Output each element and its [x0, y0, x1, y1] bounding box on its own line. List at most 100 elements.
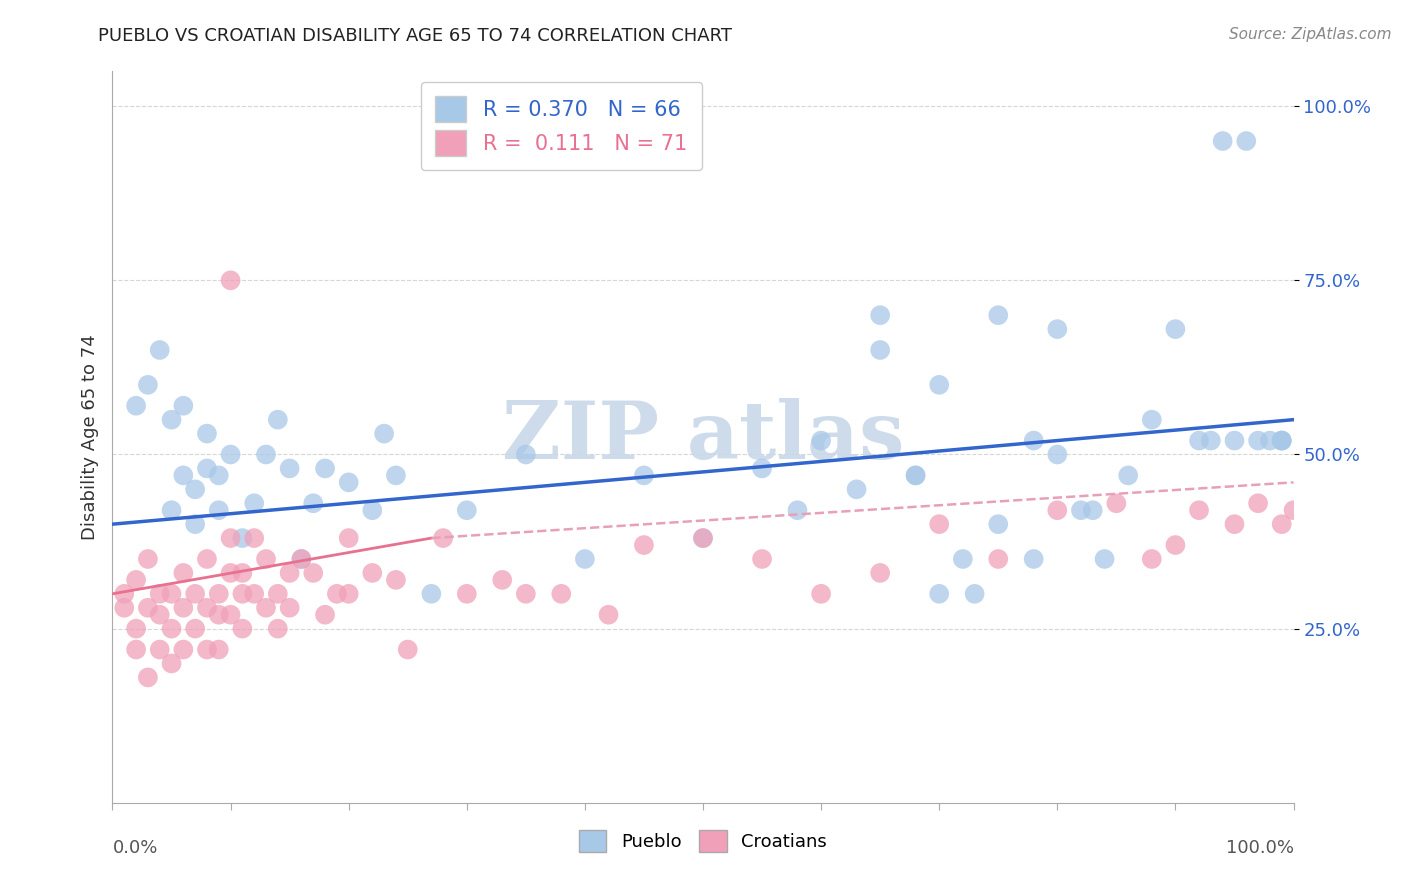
Point	[208, 468, 231, 483]
Point	[1188, 503, 1211, 517]
Point	[172, 468, 194, 483]
Point	[396, 642, 419, 657]
Point	[219, 273, 242, 287]
Point	[112, 600, 135, 615]
Point	[125, 399, 148, 413]
Point	[184, 517, 207, 532]
Point	[219, 531, 242, 545]
Point	[231, 587, 253, 601]
Point	[373, 426, 395, 441]
Point	[633, 538, 655, 552]
Point	[208, 607, 231, 622]
Point	[337, 475, 360, 490]
Point	[598, 607, 620, 622]
Point	[1223, 517, 1246, 532]
Point	[172, 566, 194, 580]
Point	[692, 531, 714, 545]
Point	[1282, 503, 1305, 517]
Point	[160, 412, 183, 426]
Text: ZIP atlas: ZIP atlas	[502, 398, 904, 476]
Point	[1271, 517, 1294, 532]
Point	[869, 343, 891, 357]
Point	[432, 531, 454, 545]
Point	[302, 566, 325, 580]
Point	[692, 531, 714, 545]
Point	[456, 503, 478, 517]
Point	[208, 587, 231, 601]
Point	[1271, 434, 1294, 448]
Point	[243, 496, 266, 510]
Point	[254, 552, 277, 566]
Point	[337, 531, 360, 545]
Point	[136, 670, 159, 684]
Point	[172, 642, 194, 657]
Point	[219, 607, 242, 622]
Point	[456, 587, 478, 601]
Point	[184, 622, 207, 636]
Point	[267, 412, 290, 426]
Point	[987, 552, 1010, 566]
Point	[1140, 412, 1163, 426]
Point	[160, 587, 183, 601]
Point	[1022, 552, 1045, 566]
Point	[1199, 434, 1222, 448]
Point	[1258, 434, 1281, 448]
Point	[136, 377, 159, 392]
Point	[385, 573, 408, 587]
Point	[231, 531, 253, 545]
Point	[550, 587, 572, 601]
Point	[125, 573, 148, 587]
Point	[1046, 322, 1069, 336]
Point	[361, 566, 384, 580]
Point	[515, 448, 537, 462]
Point	[1046, 503, 1069, 517]
Point	[574, 552, 596, 566]
Point	[1188, 434, 1211, 448]
Point	[195, 642, 218, 657]
Point	[172, 399, 194, 413]
Point	[987, 308, 1010, 322]
Point	[208, 642, 231, 657]
Point	[112, 587, 135, 601]
Point	[290, 552, 312, 566]
Point	[1234, 134, 1257, 148]
Text: PUEBLO VS CROATIAN DISABILITY AGE 65 TO 74 CORRELATION CHART: PUEBLO VS CROATIAN DISABILITY AGE 65 TO …	[98, 27, 733, 45]
Point	[337, 587, 360, 601]
Point	[149, 587, 172, 601]
Point	[810, 434, 832, 448]
Text: Source: ZipAtlas.com: Source: ZipAtlas.com	[1229, 27, 1392, 42]
Point	[904, 468, 927, 483]
Point	[1247, 496, 1270, 510]
Point	[160, 622, 183, 636]
Point	[361, 503, 384, 517]
Point	[160, 503, 183, 517]
Point	[1022, 434, 1045, 448]
Point	[810, 587, 832, 601]
Point	[136, 552, 159, 566]
Point	[254, 600, 277, 615]
Point	[267, 622, 290, 636]
Point	[254, 448, 277, 462]
Point	[208, 503, 231, 517]
Point	[243, 587, 266, 601]
Point	[928, 377, 950, 392]
Point	[172, 600, 194, 615]
Point	[149, 642, 172, 657]
Point	[515, 587, 537, 601]
Point	[231, 566, 253, 580]
Point	[149, 343, 172, 357]
Point	[184, 483, 207, 497]
Point	[136, 600, 159, 615]
Point	[1140, 552, 1163, 566]
Point	[420, 587, 443, 601]
Point	[149, 607, 172, 622]
Point	[904, 468, 927, 483]
Point	[633, 468, 655, 483]
Point	[1094, 552, 1116, 566]
Point	[1116, 468, 1139, 483]
Point	[1070, 503, 1092, 517]
Point	[1164, 538, 1187, 552]
Point	[751, 461, 773, 475]
Point	[1271, 434, 1294, 448]
Point	[184, 587, 207, 601]
